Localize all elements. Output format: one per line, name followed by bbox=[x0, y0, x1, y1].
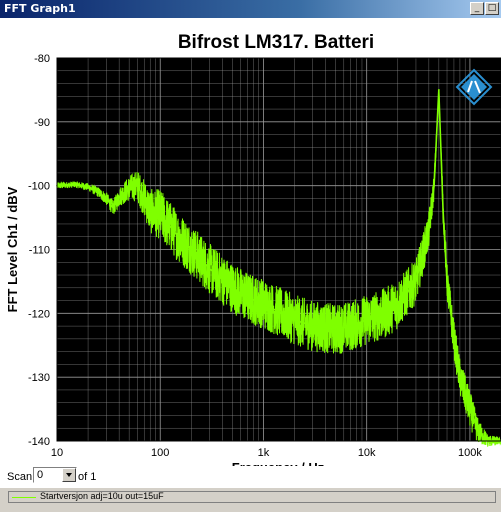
plot-border bbox=[56, 57, 501, 442]
data-point bbox=[280, 312, 283, 315]
legend-line-swatch bbox=[12, 497, 36, 498]
data-point bbox=[293, 318, 296, 321]
data-point bbox=[112, 207, 115, 209]
data-point bbox=[446, 280, 448, 283]
data-point bbox=[208, 267, 211, 270]
y-tick-label: -100 bbox=[28, 181, 50, 193]
data-point bbox=[159, 213, 162, 216]
y-tick-label: -110 bbox=[29, 245, 50, 257]
data-point bbox=[349, 325, 352, 327]
fft-trace bbox=[56, 89, 501, 442]
rs-logo-icon bbox=[455, 68, 493, 106]
fft-chart: -140 -130 -120 -110 -100 -90 -80 10 100 1k 10k 100k… bbox=[5, 32, 501, 468]
x-tick-label: 1k bbox=[258, 447, 270, 459]
data-point bbox=[190, 248, 193, 251]
chart-title: Bifrost LM317. Batteri bbox=[178, 32, 374, 53]
data-point bbox=[437, 89, 440, 91]
data-point bbox=[246, 296, 249, 299]
x-tick-label: 10 bbox=[51, 447, 63, 459]
logo-diamond-outer bbox=[455, 68, 493, 106]
fft-graph-panel: -140 -130 -120 -110 -100 -90 -80 10 100 1k 10k 100k… bbox=[0, 18, 501, 488]
data-point bbox=[136, 184, 139, 187]
data-point bbox=[427, 229, 430, 232]
scan-value: 0 bbox=[37, 469, 44, 481]
data-point bbox=[177, 235, 180, 238]
data-point bbox=[149, 210, 152, 213]
data-point bbox=[311, 325, 314, 327]
data-point bbox=[442, 210, 445, 213]
data-point bbox=[231, 286, 234, 289]
scan-label: Scan bbox=[7, 471, 33, 483]
data-point bbox=[105, 197, 108, 200]
data-point bbox=[477, 430, 479, 433]
data-point bbox=[262, 302, 265, 305]
title-bar: FFT Graph1 _ □ bbox=[0, 0, 501, 18]
maximize-icon[interactable]: □ bbox=[485, 2, 499, 15]
y-tick-label: -120 bbox=[28, 308, 50, 320]
data-point bbox=[459, 376, 461, 379]
x-tick-label: 100k bbox=[458, 447, 482, 459]
logo-diamond-inner bbox=[461, 74, 487, 100]
data-point bbox=[87, 186, 89, 188]
logo-letters bbox=[467, 80, 481, 94]
data-point bbox=[74, 183, 77, 186]
y-axis-label: FFT Level Ch1 / dBV bbox=[5, 186, 20, 312]
window-title: FFT Graph1 bbox=[4, 2, 76, 15]
y-tick-label: -130 bbox=[28, 372, 50, 384]
chevron-down-icon[interactable] bbox=[62, 468, 76, 482]
data-point bbox=[469, 408, 471, 410]
data-point bbox=[433, 184, 436, 187]
y-tick-label: -80 bbox=[34, 53, 50, 65]
x-tick-label: 100 bbox=[151, 447, 169, 459]
data-point bbox=[415, 280, 417, 283]
x-axis-label: Frequency / Hz bbox=[232, 460, 325, 468]
data-point bbox=[383, 312, 386, 315]
data-point bbox=[97, 191, 99, 193]
data-point bbox=[453, 337, 455, 340]
legend-entry: Startversjon adj=10u out=15uF bbox=[40, 491, 164, 501]
data-point bbox=[118, 196, 121, 199]
data-point bbox=[143, 197, 146, 200]
marker-triangle-icon bbox=[125, 186, 134, 193]
data-point bbox=[334, 328, 337, 331]
scan-of-label: of 1 bbox=[78, 471, 97, 483]
scan-select[interactable]: 0 bbox=[33, 467, 77, 483]
y-tick-label: -140 bbox=[28, 436, 50, 448]
legend-bar: Startversjon adj=10u out=15uF bbox=[8, 491, 496, 503]
y-tick-label: -90 bbox=[34, 117, 50, 129]
data-point bbox=[396, 302, 399, 305]
x-tick-label: 10k bbox=[358, 447, 376, 459]
scan-control-row bbox=[0, 466, 501, 488]
data-point bbox=[365, 318, 368, 321]
minimize-button[interactable]: _ bbox=[470, 2, 484, 15]
